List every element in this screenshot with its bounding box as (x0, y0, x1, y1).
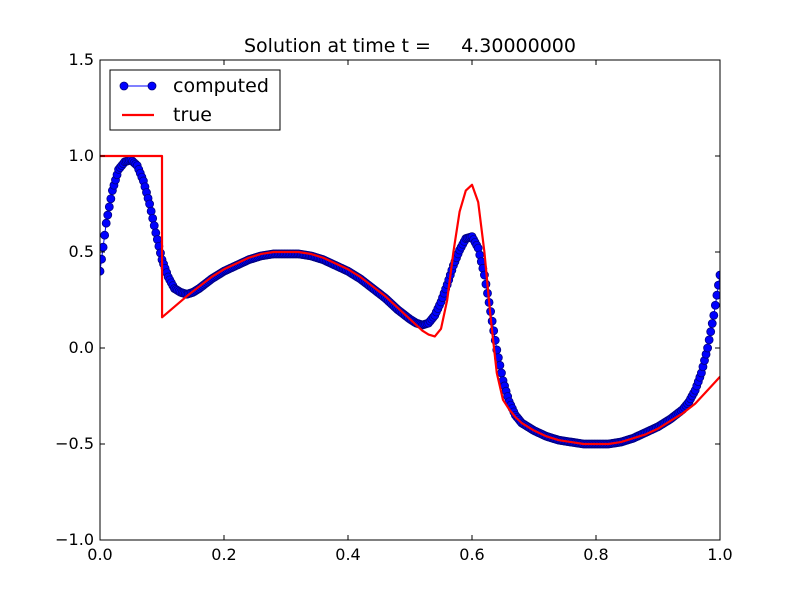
plot-area (100, 154, 720, 449)
data-point (145, 199, 155, 209)
data-point (706, 327, 716, 337)
data-point (712, 290, 720, 300)
data-point (100, 242, 108, 252)
y-tick-label: 0.0 (69, 338, 94, 357)
x-tick-label: 0.2 (211, 545, 236, 564)
data-point (497, 368, 506, 378)
data-point (100, 266, 105, 276)
legend-label: computed (173, 75, 269, 97)
legend: computed true (109, 69, 281, 131)
data-point (106, 194, 116, 204)
y-tick-label: 1.5 (69, 50, 94, 69)
x-tick-label: 0.0 (87, 545, 112, 564)
y-tick-label: −0.5 (55, 434, 94, 453)
data-point (710, 300, 720, 310)
data-point (709, 310, 719, 320)
data-point (707, 319, 717, 328)
legend-swatch-marker (147, 81, 157, 91)
legend-label: true (173, 104, 212, 126)
legend-swatch-marker (119, 81, 129, 91)
data-point (149, 221, 159, 231)
data-point (146, 206, 156, 216)
data-point (703, 343, 712, 353)
series-true (100, 154, 720, 446)
x-tick-label: 0.8 (583, 545, 608, 564)
x-tick-label: 0.6 (459, 545, 484, 564)
axes-frame (99, 59, 721, 541)
x-tick-label: 1.0 (707, 545, 732, 564)
data-point (100, 230, 110, 240)
data-point (714, 280, 720, 290)
data-point (148, 213, 158, 223)
legend-entry-true: true (122, 104, 212, 126)
y-tick-label: 0.5 (69, 242, 94, 261)
axis-tick-labels: 0.0 0.2 0.4 0.6 0.8 1.0 −1.0 −0.5 0.0 0.5 1.0 1.5 (55, 50, 733, 564)
data-point (103, 210, 113, 220)
y-tick-label: 1.0 (69, 146, 94, 165)
legend-entry-computed: computed (119, 75, 269, 97)
legend-box (109, 69, 281, 131)
data-point (715, 270, 720, 280)
y-tick-label: −1.0 (55, 530, 94, 549)
axis-ticks (99, 59, 721, 541)
data-point (100, 254, 106, 264)
data-point (101, 218, 111, 228)
x-tick-label: 0.4 (335, 545, 360, 564)
data-point (104, 202, 114, 212)
chart-title: Solution at time t = 4.30000000 (244, 35, 576, 57)
data-point (704, 335, 714, 345)
series-line-true (100, 154, 720, 446)
